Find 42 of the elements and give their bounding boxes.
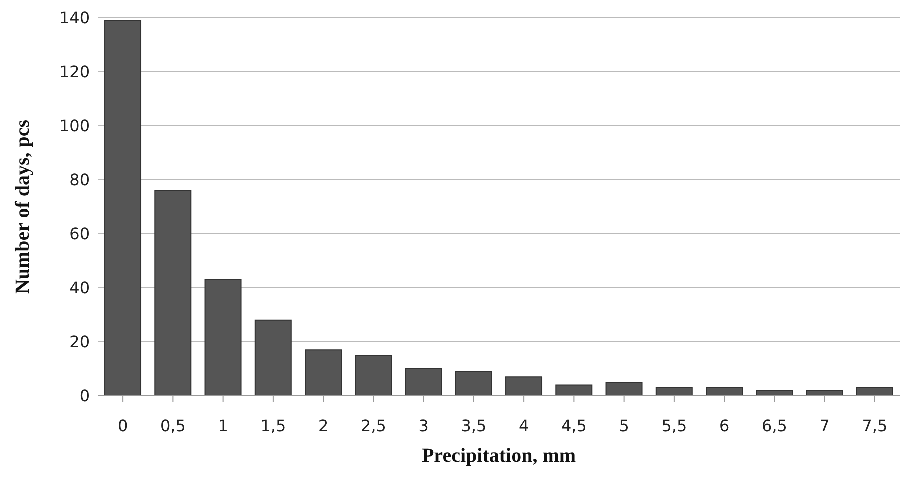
bar <box>606 382 643 396</box>
bar <box>455 371 492 396</box>
bar <box>506 376 543 396</box>
bar <box>806 390 844 396</box>
bar <box>254 320 292 396</box>
x-tick-label: 4,5 <box>561 416 587 436</box>
bar <box>204 279 242 396</box>
x-tick-label: 0 <box>118 416 128 436</box>
y-tick-label: 120 <box>59 62 90 82</box>
bar <box>856 387 894 396</box>
bar <box>756 390 794 396</box>
x-tick-label: 1,5 <box>260 416 286 436</box>
x-tick-label: 5,5 <box>662 416 688 436</box>
x-tick-label: 1 <box>218 416 228 436</box>
x-tick-label: 3,5 <box>461 416 487 436</box>
x-tick-label: 7,5 <box>862 416 888 436</box>
bar <box>656 387 693 396</box>
bar <box>104 20 142 396</box>
x-tick-label: 0,5 <box>160 416 186 436</box>
y-tick-label: 100 <box>59 116 90 136</box>
x-tick-label: 6,5 <box>762 416 788 436</box>
x-tick-label: 2 <box>318 416 329 436</box>
x-tick-label: 2,5 <box>360 416 386 436</box>
y-tick-label: 40 <box>70 278 90 298</box>
y-tick-label: 60 <box>70 224 90 244</box>
y-axis-title: Number of days, pcs <box>12 120 34 294</box>
y-tick-label: 80 <box>70 170 90 190</box>
bar <box>355 355 392 396</box>
x-tick-label: 7 <box>820 416 830 436</box>
x-tick-label: 5 <box>619 416 630 436</box>
x-axis-title: Precipitation, mm <box>422 445 576 467</box>
bar <box>305 350 342 396</box>
y-tick-label: 140 <box>59 8 90 28</box>
y-tick-label: 0 <box>80 386 90 406</box>
bar <box>154 190 192 396</box>
bar <box>706 387 744 396</box>
x-tick-label: 4 <box>518 416 530 436</box>
x-tick-label: 6 <box>719 416 730 436</box>
bar <box>556 384 593 396</box>
bar <box>405 368 442 396</box>
x-tick-label: 3 <box>418 416 429 436</box>
y-tick-label: 20 <box>70 332 90 352</box>
